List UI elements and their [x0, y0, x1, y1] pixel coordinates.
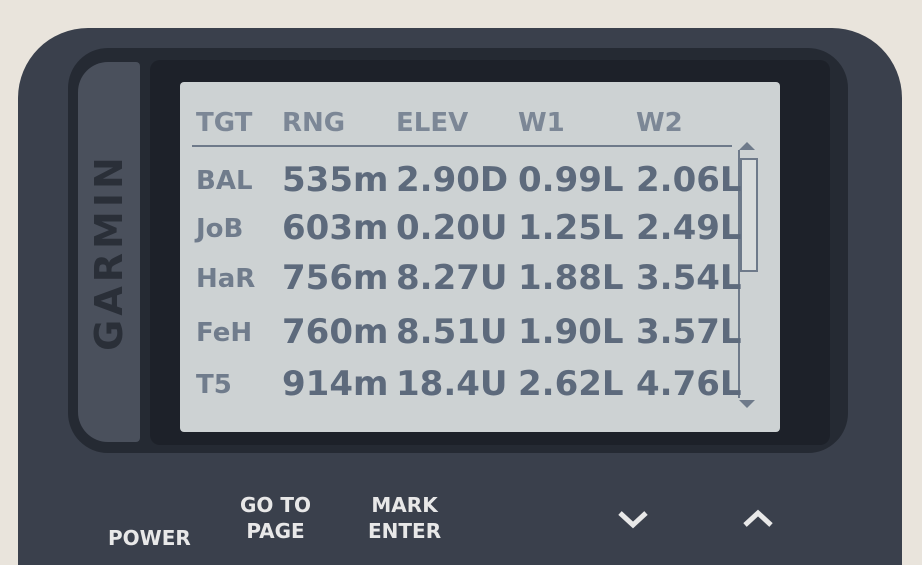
column-header: TGT: [196, 108, 252, 138]
table-cell: 535m: [282, 160, 388, 200]
table-cell: 1.25L: [518, 208, 624, 248]
target-name: T5: [196, 370, 232, 400]
arrow-buttons[interactable]: [615, 505, 795, 535]
table-cell: 2.62L: [518, 364, 624, 404]
target-name: BAL: [196, 166, 253, 196]
table-cell: 8.27U: [396, 258, 508, 298]
brand-text: GARMIN: [87, 153, 131, 351]
table-cell: 603m: [282, 208, 388, 248]
column-header: W1: [518, 108, 565, 138]
column-header: ELEV: [396, 108, 468, 138]
table-cell: 3.57L: [636, 312, 742, 352]
table-cell: 18.4U: [396, 364, 508, 404]
button-label[interactable]: POWER: [108, 525, 191, 551]
target-name: HaR: [196, 264, 255, 294]
table-cell: 1.90L: [518, 312, 624, 352]
button-label-line: GO TO: [240, 492, 311, 518]
table-cell: 756m: [282, 258, 388, 298]
table-cell: 8.51U: [396, 312, 508, 352]
table-cell: 3.54L: [636, 258, 742, 298]
table-cell: 4.76L: [636, 364, 742, 404]
button-label-line: POWER: [108, 525, 191, 551]
header-rule: [192, 145, 732, 147]
target-name: FeH: [196, 318, 252, 348]
button-label-line: PAGE: [240, 518, 311, 544]
button-label-line: ENTER: [368, 518, 441, 544]
device-photo: GARMIN TGT RNG ELEV W1 W2 BAL 535m2.90D0.99L 2.…: [0, 0, 922, 565]
table-cell: 2.06L: [636, 160, 742, 200]
table-cell: 1.88L: [518, 258, 624, 298]
column-header: RNG: [282, 108, 345, 138]
table-cell: 2.49L: [636, 208, 742, 248]
table-cell: 0.20U: [396, 208, 508, 248]
table-cell: 914m: [282, 364, 388, 404]
brand: GARMIN: [78, 62, 140, 442]
target-name: JoB: [196, 214, 243, 244]
column-header: W2: [636, 108, 683, 138]
button-label-line: MARK: [368, 492, 441, 518]
table-cell: 0.99L: [518, 160, 624, 200]
table-cell: 2.90D: [396, 160, 508, 200]
table-cell: 760m: [282, 312, 388, 352]
